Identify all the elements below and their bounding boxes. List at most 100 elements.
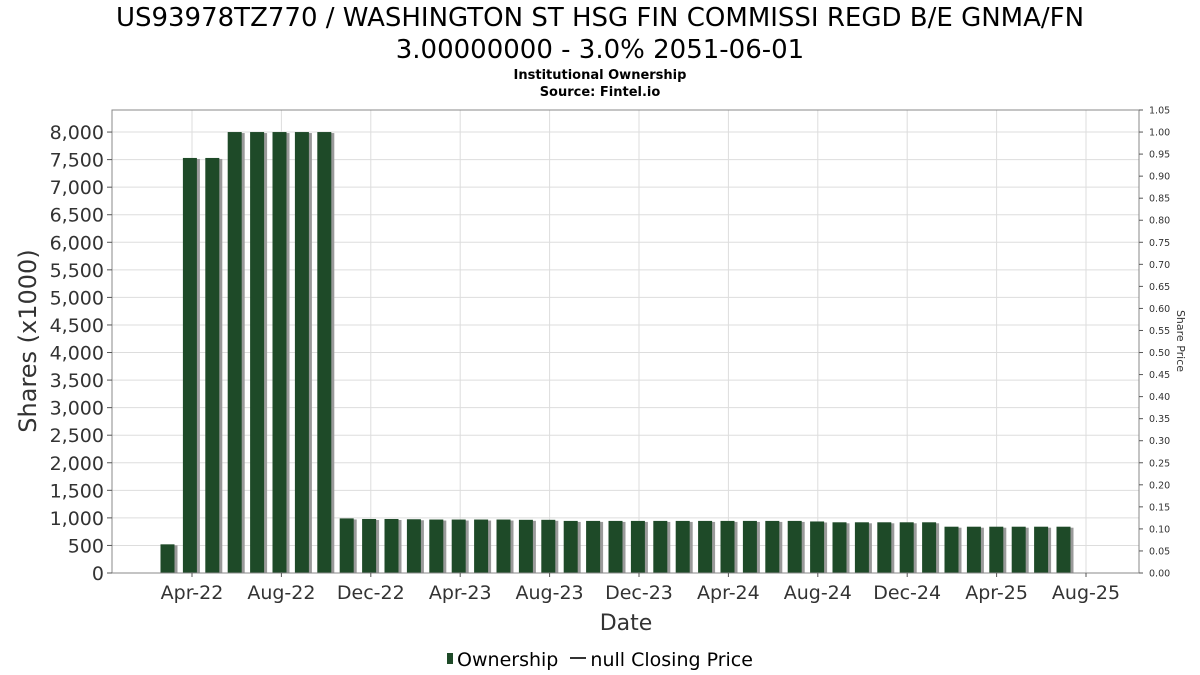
y2-tick-label: 0.35	[1149, 414, 1170, 425]
ownership-swatch-icon	[447, 652, 454, 664]
ownership-bar	[362, 518, 377, 573]
ownership-bar	[765, 520, 780, 573]
legend-price-label: null Closing Price	[590, 648, 753, 671]
legend-ownership-label: Ownership	[457, 648, 559, 671]
y2-tick-label: 0.70	[1149, 260, 1170, 271]
x-tick-label: Aug-23	[516, 582, 584, 604]
ownership-bar	[541, 519, 556, 573]
ownership-bar	[899, 522, 914, 573]
y2-tick-label: 0.50	[1149, 348, 1170, 359]
plot-frame	[111, 109, 1140, 574]
y-tick-label: 2,000	[50, 453, 104, 475]
ownership-bar	[205, 157, 220, 574]
ownership-bar	[586, 520, 601, 573]
chart-title-line-1: US93978TZ770 / WASHINGTON ST HSG FIN COM…	[115, 3, 1085, 33]
ownership-bar	[250, 132, 265, 574]
ownership-bar	[675, 520, 690, 573]
x-axis-label: Date	[600, 611, 653, 636]
ownership-bar	[474, 519, 489, 573]
x-tick-label: Apr-23	[429, 582, 492, 604]
y-tick-label: 3,500	[50, 370, 104, 392]
legend: Ownership null Closing Price	[0, 647, 1200, 672]
y2-tick-label: 0.00	[1149, 569, 1170, 580]
bars	[160, 132, 1074, 574]
ownership-bar	[496, 519, 511, 573]
y2-tick-label: 0.05	[1149, 546, 1170, 557]
ownership-bar	[384, 518, 399, 573]
y-axis: 0 500 1,000 1,500 2,000 2,500 3,000 3,500 4,000 4…	[50, 122, 112, 585]
legend-ownership[interactable]: Ownership	[447, 648, 558, 672]
ownership-bar	[518, 519, 533, 573]
chart-source: Source: Fintel.io	[539, 85, 661, 100]
ownership-bar	[182, 157, 197, 574]
ownership-bar	[922, 522, 937, 573]
ownership-bar	[944, 526, 959, 573]
chart-title-line-2: 3.00000000 - 3.0% 2051-06-01	[395, 35, 805, 65]
y2-tick-label: 0.65	[1149, 282, 1170, 293]
y2-tick-label: 1.00	[1149, 128, 1170, 139]
ownership-bar	[832, 522, 847, 573]
price-line-icon	[570, 657, 587, 659]
x-tick-label: Apr-24	[697, 582, 760, 604]
y2-tick-label: 0.25	[1149, 458, 1170, 469]
ownership-bar	[227, 132, 242, 574]
ownership-bar	[989, 526, 1004, 573]
ownership-bar	[294, 132, 309, 574]
ownership-bar	[630, 520, 645, 573]
ownership-bar	[608, 520, 623, 573]
y-tick-label: 500	[68, 535, 104, 557]
y2-tick-label: 0.90	[1149, 172, 1170, 183]
x-tick-label: Dec-24	[873, 582, 941, 604]
ownership-bar	[698, 520, 713, 573]
y-tick-label: 0	[92, 563, 104, 585]
y-tick-label: 1,500	[50, 480, 104, 502]
y-tick-label: 7,500	[50, 150, 104, 172]
y2-tick-label: 0.20	[1149, 480, 1170, 491]
y2-tick-label: 0.30	[1149, 436, 1170, 447]
ownership-bar	[810, 521, 825, 573]
y-tick-label: 6,500	[50, 205, 104, 227]
y2-tick-label: 0.85	[1149, 194, 1170, 205]
ownership-bar	[160, 544, 175, 573]
y2-tick-label: 0.40	[1149, 392, 1170, 403]
y-tick-label: 1,000	[50, 508, 104, 530]
legend-closing-price[interactable]: null Closing Price	[564, 648, 753, 672]
y2-tick-label: 1.05	[1149, 106, 1170, 117]
y-tick-label: 6,000	[50, 232, 104, 254]
x-tick-label: Dec-23	[605, 582, 673, 604]
ownership-bar	[720, 520, 735, 573]
ownership-bar	[563, 520, 578, 573]
x-axis: Apr-22 Aug-22 Dec-22 Apr-23 Aug-23 Dec-23 Apr-…	[161, 573, 1120, 604]
y2-tick-label: 0.15	[1149, 502, 1170, 513]
y2-tick-label: 0.45	[1149, 370, 1170, 381]
ownership-bar	[317, 132, 332, 574]
x-tick-label: Dec-22	[337, 582, 405, 604]
x-tick-label: Aug-25	[1052, 582, 1120, 604]
ownership-bar	[1011, 526, 1026, 573]
ownership-bar	[339, 518, 354, 573]
x-tick-label: Apr-25	[965, 582, 1028, 604]
y-tick-label: 5,000	[50, 287, 104, 309]
y-tick-label: 7,000	[50, 177, 104, 199]
y2-tick-label: 0.55	[1149, 326, 1170, 337]
y2-tick-label: 0.95	[1149, 150, 1170, 161]
ownership-bar	[272, 132, 287, 574]
x-tick-label: Aug-24	[784, 582, 852, 604]
ownership-bar	[854, 522, 869, 573]
x-tick-label: Aug-22	[247, 582, 315, 604]
chart-subtitle: Institutional Ownership	[513, 68, 687, 83]
ownership-bar	[653, 520, 668, 573]
ownership-bar	[451, 519, 466, 573]
ownership-bar	[406, 519, 421, 573]
y-tick-label: 5,500	[50, 260, 104, 282]
y2-axis-label: Share Price	[1174, 310, 1187, 372]
ownership-bar	[1056, 526, 1071, 573]
y2-tick-label: 0.60	[1149, 304, 1170, 315]
y2-axis: 0.00 0.05 0.10 0.15 0.20 0.25 0.30 0.35 0.40 0.45…	[1139, 106, 1170, 580]
x-tick-label: Apr-22	[161, 582, 224, 604]
ownership-bar	[966, 526, 981, 573]
ownership-bar	[787, 520, 802, 573]
ownership-bar	[429, 519, 444, 573]
ownership-bar	[1034, 526, 1049, 573]
